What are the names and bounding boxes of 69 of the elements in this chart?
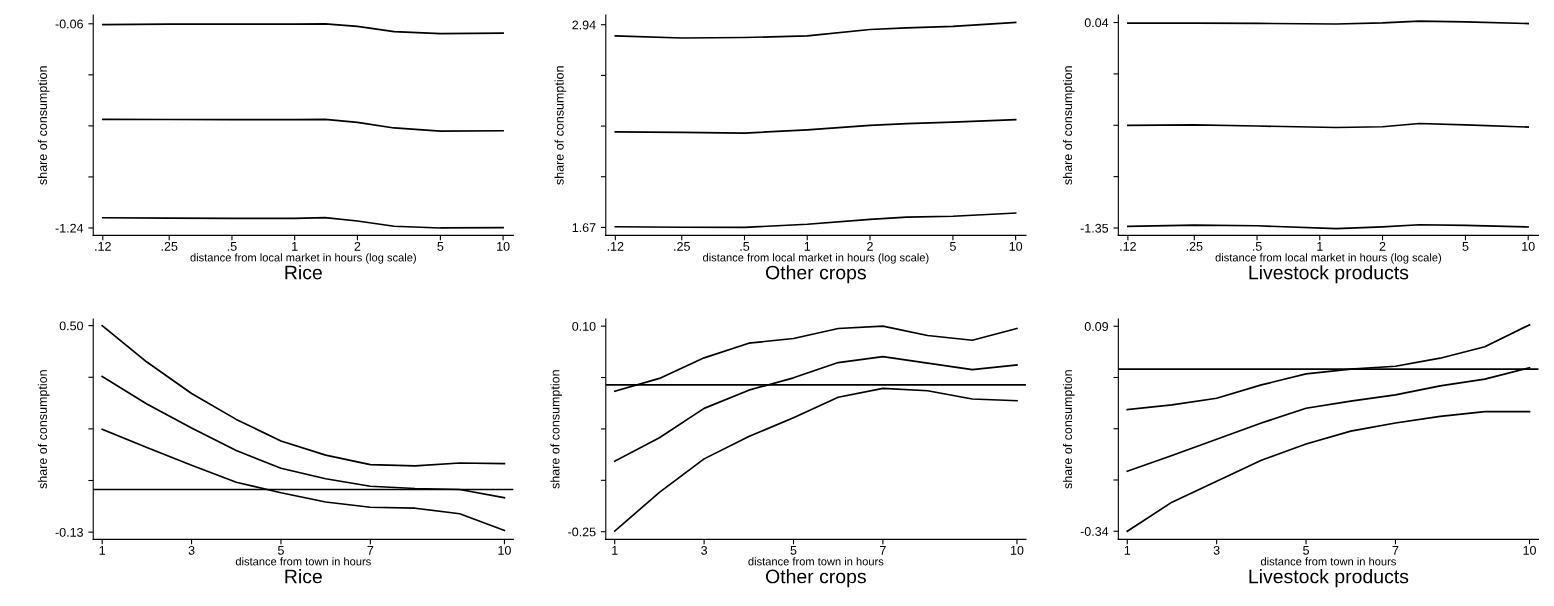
line-series [101, 324, 506, 467]
x-tick-label: .12 [607, 241, 624, 251]
y-tick-label: 1.67 [572, 223, 596, 233]
x-tick-label: 1 [612, 546, 618, 555]
y-tick-label: 0.10 [572, 321, 596, 331]
x-tick-label: 7 [367, 546, 374, 555]
x-tick-label: .12 [1120, 241, 1136, 251]
x-axis-title: distance from local market in hours (log scale) [703, 253, 929, 264]
x-tick-label: 5 [437, 242, 444, 251]
x-tick-label: 10 [1010, 545, 1024, 555]
x-tick-label: 2 [867, 241, 873, 251]
x-tick-label: .25 [161, 241, 178, 251]
x-tick-label: 1 [1124, 546, 1131, 555]
text: Other crops [765, 569, 866, 588]
x-tick-label: .25 [674, 241, 690, 251]
y-tick-label: 0.09 [1084, 322, 1109, 331]
x-tick-label: 7 [1392, 546, 1399, 555]
x-tick-label: .25 [1186, 241, 1203, 251]
x-tick-label: 3 [1213, 545, 1220, 555]
y-tick-label: -1.24 [55, 223, 84, 233]
x-tick-label: 10 [497, 241, 510, 251]
x-tick-label: 5 [949, 242, 956, 251]
text: Livestock products [1249, 569, 1409, 588]
x-tick-label: 10 [498, 545, 511, 555]
text: Other crops [765, 265, 866, 284]
y-axis-title: share of consumption [1062, 370, 1075, 489]
x-tick-label: 5 [1462, 242, 1469, 251]
x-tick-label: 2 [1379, 241, 1386, 251]
x-axis-title: distance from town in hours [235, 557, 371, 566]
y-axis-title: share of consumption [37, 66, 50, 185]
text: Rice [285, 265, 322, 280]
x-tick-label: 7 [880, 546, 886, 555]
y-tick-label: 0.50 [59, 321, 84, 331]
x-tick-label: .5 [227, 242, 237, 251]
y-tick-label: 2.94 [572, 20, 596, 30]
x-tick-label: 5 [790, 546, 797, 555]
y-axis-title: share of consumption [554, 66, 567, 185]
line-series [613, 387, 1018, 532]
x-tick-label: 1 [292, 242, 298, 251]
y-axis-title: share of consumption [550, 370, 563, 489]
x-tick-label: .12 [95, 241, 111, 251]
y-axis-title: share of consumption [37, 370, 50, 489]
x-tick-label: .5 [1252, 242, 1262, 251]
x-tick-label: 1 [99, 546, 106, 555]
x-tick-label: 1 [804, 242, 811, 251]
x-tick-label: .5 [740, 242, 750, 251]
y-tick-label: 0.04 [1084, 18, 1109, 28]
y-tick-label: -0.25 [568, 527, 596, 537]
x-tick-label: 2 [354, 241, 361, 251]
x-tick-label: 3 [701, 545, 708, 555]
y-tick-label: -1.35 [1080, 223, 1109, 233]
x-tick-label: 5 [1303, 546, 1309, 555]
y-axis-title: share of consumption [1062, 66, 1075, 185]
y-tick-label: -0.34 [1080, 527, 1109, 536]
x-tick-label: 5 [277, 546, 284, 555]
y-tick-label: -0.06 [55, 19, 83, 29]
line-series [1126, 410, 1531, 533]
text: Rice [285, 569, 322, 584]
x-axis-title: distance from town in hours [1260, 557, 1396, 566]
x-tick-label: 10 [1523, 545, 1536, 555]
x-tick-label: 3 [188, 545, 195, 555]
x-axis-title: distance from local market in hours (log scale) [190, 253, 416, 264]
x-tick-label: 10 [1009, 241, 1023, 251]
x-tick-label: 10 [1522, 241, 1535, 251]
text: Livestock products [1249, 265, 1409, 284]
y-tick-label: -0.13 [55, 527, 83, 537]
x-axis-title: distance from local market in hours (log scale) [1215, 253, 1442, 264]
x-tick-label: 1 [1317, 242, 1323, 251]
x-axis-title: distance from town in hours [748, 557, 884, 566]
